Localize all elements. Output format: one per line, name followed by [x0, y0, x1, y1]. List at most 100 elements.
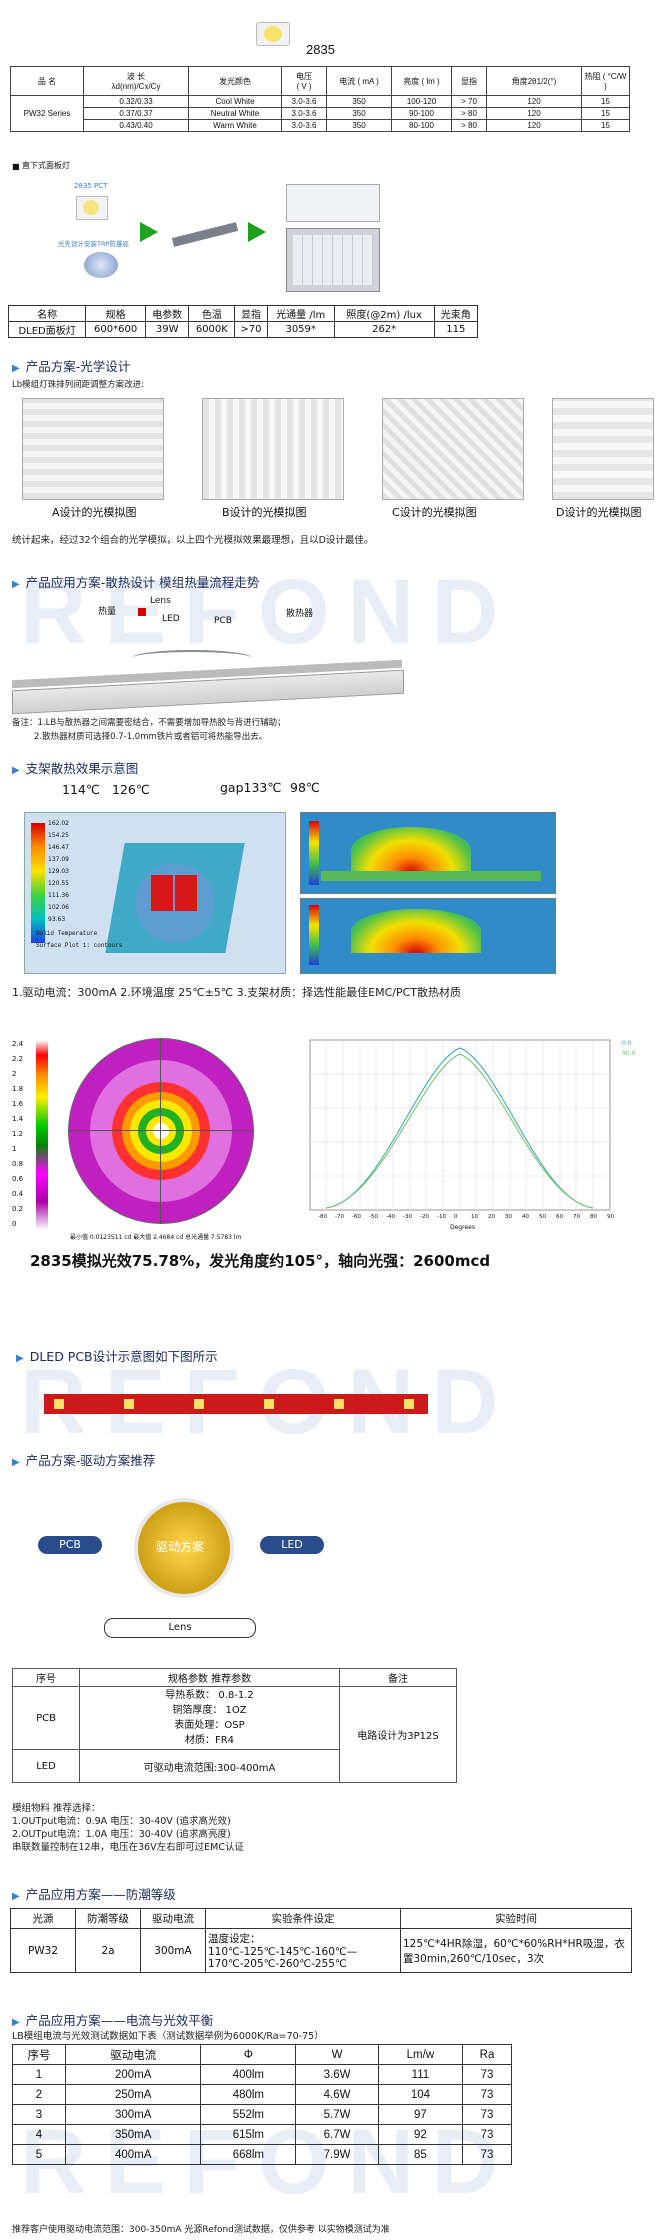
legend-120: 120.55 — [48, 880, 69, 887]
table-header-row: 光源 防潮等级 驱动电流 实验条件设定 实验时间 — [10, 1908, 632, 1929]
table-row: PW32 2a 300mA 温度设定：110℃-125℃-145℃-160℃—1… — [10, 1928, 632, 1973]
table-header-row: 序号 驱动电流 Φ W Lm/w Ra — [12, 2044, 512, 2065]
cell: PW32 — [10, 1928, 76, 1973]
header-cell: 规格参数 推荐参数 — [79, 1668, 340, 1687]
cell: 2 — [12, 2084, 66, 2105]
cell: LED — [12, 1749, 80, 1783]
triangle-icon: ▶ — [12, 579, 20, 590]
polar-diagram — [68, 1038, 254, 1224]
temp-114: 114℃ — [62, 782, 100, 797]
lens-pill: Lens — [104, 1618, 256, 1638]
cell: 120 — [486, 119, 582, 132]
cell: 400mA — [64, 2144, 202, 2165]
cell: 2a — [75, 1928, 141, 1973]
model-title: 2835 — [306, 42, 335, 57]
legend-146: 146.47 — [48, 844, 69, 851]
cell: 3.6W — [295, 2064, 379, 2085]
legend-137: 137.09 — [48, 856, 69, 863]
header-cell: 电参数 — [144, 305, 190, 322]
drive-center — [134, 1498, 234, 1598]
cell: 电路设计为3P12S — [339, 1686, 457, 1783]
chip-image — [76, 196, 108, 220]
table-row: PW32 Series 0.32/0.33 Cool White 3.0-3.6… — [10, 95, 630, 132]
cell: 3.0-3.6 — [281, 107, 327, 120]
col-flux: 亮度 ( lm ) — [391, 66, 452, 96]
chip-label: 2835 PCT — [74, 182, 108, 190]
temp-126: 126℃ — [112, 782, 150, 797]
cell: 15 — [581, 107, 630, 120]
drive-center-label: 驱动方案 — [155, 1540, 204, 1554]
cell: 73 — [462, 2104, 512, 2125]
tick-label: 20 — [488, 1214, 495, 1220]
table-row: 3 300mA 552lm 5.7W 97 73 — [12, 2104, 512, 2125]
simulation-b — [202, 398, 344, 500]
protect-table: 光源 防潮等级 驱动电流 实验条件设定 实验时间 PW32 2a 300mA 温… — [10, 1908, 632, 1973]
header-cell: 显指 — [234, 305, 268, 322]
cell: 73 — [462, 2144, 512, 2165]
cell: 125℃*4HR除湿，60℃*60%RH*HR吸湿，衣置30min,260℃/1… — [400, 1928, 632, 1973]
optics-subtitle: Lb模组灯珠排列间距调整方案改进: — [12, 380, 144, 390]
table-row: 4 350mA 615lm 6.7W 92 73 — [12, 2124, 512, 2145]
result-efficacy: 75.78% — [131, 1252, 195, 1270]
bracket-conditions: 1.驱动电流：300mA 2.环境温度 25℃±5℃ 3.支架材质：择选性能最佳… — [12, 986, 461, 999]
cell: 111 — [377, 2064, 464, 2085]
cell: DLED面板灯 — [7, 321, 87, 338]
section-title-text: 产品应用方案——防潮等级 — [25, 1887, 176, 1902]
watermark: REFOND — [20, 561, 517, 663]
header-cell: 驱动电流 — [64, 2044, 202, 2065]
pcb-param: 导热系数： 0.8-1.2 — [165, 1690, 254, 1701]
legend-111: 111.36 — [48, 892, 69, 899]
panel-image-bottom — [286, 228, 380, 292]
header-cell: 驱动电流 — [140, 1908, 206, 1929]
series-name: PW32 Series — [10, 95, 84, 132]
cell: 73 — [462, 2124, 512, 2145]
cell: 600*600 — [85, 321, 146, 338]
cell: > 70 — [451, 95, 487, 108]
col-thermal: 热阻 ( °C/W ) — [581, 66, 630, 96]
cell: 3.0-3.6 — [281, 95, 327, 108]
cell: 73 — [462, 2084, 512, 2105]
scale-label: 0.6 — [12, 1175, 24, 1183]
tick-label: 60 — [556, 1214, 563, 1220]
scale-label: 0.2 — [12, 1205, 24, 1213]
tick-label: -40 — [386, 1214, 395, 1220]
pcb-param: 铜箔厚度： 1OZ — [172, 1705, 247, 1716]
thermal-note-1: 备注：1.LB与散热器之间需要密结合，不需要增加导热胶与背进行辅助； — [12, 718, 286, 728]
scale-label: 0.4 — [12, 1190, 24, 1198]
lens-label: Lens — [150, 596, 171, 606]
balance-footer: 推荐客户使用驱动电流范围：300-350mA 光源Refond测试数据，仅供参考… — [12, 2225, 390, 2235]
tick-label: -10 — [437, 1214, 446, 1220]
tick-label: -80 — [318, 1214, 327, 1220]
cell: 7.9W — [295, 2144, 379, 2165]
cell: 120 — [486, 107, 582, 120]
arrow-icon — [248, 222, 266, 242]
triangle-icon: ▶ — [12, 765, 20, 776]
recommend-4: 串联数量控制在12串，电压在36V左右即可过EMC认证 — [12, 1842, 245, 1853]
header-cell: 色温 — [188, 305, 236, 322]
lens-image — [84, 252, 118, 278]
tick-label: -50 — [369, 1214, 378, 1220]
cell: 350mA — [64, 2124, 202, 2145]
tick-label: 40 — [522, 1214, 529, 1220]
led-pill: LED — [260, 1536, 324, 1554]
table-row: 0.43/0.40 Warm White 3.0-3.6 350 80-100 … — [11, 119, 630, 132]
col-current: 电流 ( mA ) — [326, 66, 392, 96]
cell: 115 — [433, 321, 479, 338]
recommend-1: 模组物料 推荐选择： — [12, 1803, 101, 1814]
cell: 200mA — [64, 2064, 202, 2085]
table-header-row: 序号 规格参数 推荐参数 备注 — [12, 1668, 457, 1687]
cell: 104 — [377, 2084, 464, 2105]
cell: 120 — [486, 95, 582, 108]
cell: 250mA — [64, 2084, 202, 2105]
triangle-icon: ▶ — [12, 1457, 20, 1468]
cell: 15 — [581, 119, 630, 132]
simulation-d — [552, 398, 654, 500]
section-title-text: 支架散热效果示意图 — [25, 761, 139, 776]
pcb-pill: PCB — [38, 1536, 102, 1554]
cell: 15 — [581, 95, 630, 108]
scale-label: 2.4 — [12, 1040, 24, 1048]
balance-subtitle: LB模组电流与光效测试数据如下表（测试数据举例为6000K/Ra=70-75） — [12, 2031, 324, 2042]
cell: 可驱动电流范围:300-400mA — [79, 1749, 340, 1783]
tick-label: 80 — [590, 1214, 597, 1220]
temp-98: 98℃ — [290, 780, 320, 795]
